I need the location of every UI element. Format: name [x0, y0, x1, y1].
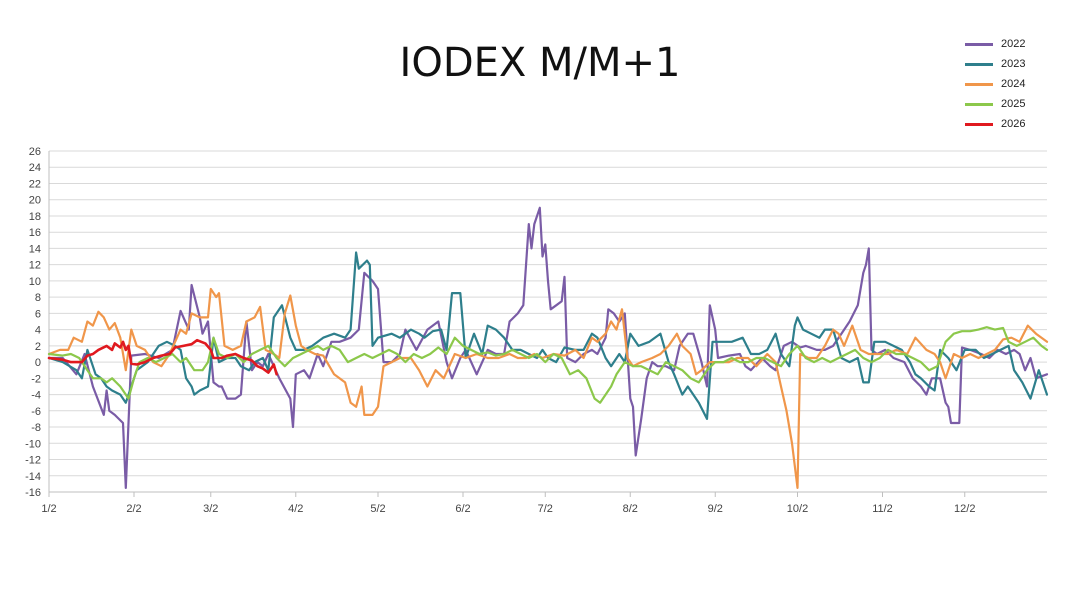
legend-swatch [965, 122, 993, 126]
x-tick-label: 12/2 [954, 503, 975, 515]
y-tick-label: 16 [29, 227, 41, 239]
gridlines [49, 150, 1047, 493]
legend-item-2026: 2026 [965, 114, 1025, 134]
legend: 2022 2023 2024 2025 2026 [965, 34, 1025, 134]
legend-label: 2025 [1001, 98, 1026, 110]
x-tick-label: 11/2 [872, 503, 893, 515]
y-tick-label: -14 [25, 471, 41, 483]
y-tick-label: 2 [35, 341, 41, 353]
legend-item-2025: 2025 [965, 94, 1025, 114]
x-tick-label: 2/2 [126, 503, 141, 515]
y-tick-label: -16 [25, 487, 41, 499]
x-axis: 1/2 2/2 3/2 4/2 5/2 6/2 7/2 8/2 9/2 10/2 11/2 12/2 [41, 491, 1047, 515]
x-tick-label: 3/2 [203, 503, 218, 515]
y-tick-label: -10 [25, 438, 41, 450]
y-tick-label: 22 [29, 178, 41, 190]
legend-item-2023: 2023 [965, 54, 1025, 74]
y-tick-label: 26 [29, 146, 41, 158]
x-tick-label: 5/2 [370, 503, 385, 515]
legend-label: 2022 [1001, 38, 1026, 50]
x-tick-label: 1/2 [41, 503, 56, 515]
y-tick-label: -6 [31, 406, 41, 418]
y-tick-label: 0 [35, 357, 41, 369]
y-tick-label: 14 [29, 243, 41, 255]
y-tick-label: 4 [35, 325, 41, 337]
y-axis: 26242220181614121086420-2-4-6-8-10-12-14… [25, 146, 50, 499]
legend-swatch [965, 42, 993, 46]
series-line-2024 [47, 287, 1049, 489]
y-tick-label: 18 [29, 211, 41, 223]
x-tick-label: 10/2 [787, 503, 808, 515]
y-tick-label: 24 [29, 162, 41, 174]
x-tick-label: 4/2 [288, 503, 303, 515]
legend-swatch [965, 62, 993, 66]
legend-swatch [965, 102, 993, 106]
series-line-2025 [47, 326, 1049, 404]
y-tick-label: -12 [25, 455, 41, 467]
series-lines [47, 206, 1049, 489]
legend-label: 2026 [1001, 118, 1026, 130]
y-tick-label: -4 [31, 390, 41, 402]
y-tick-label: 20 [29, 195, 41, 207]
y-tick-label: 12 [29, 260, 41, 272]
x-tick-label: 9/2 [708, 503, 723, 515]
y-tick-label: 8 [35, 292, 41, 304]
series-line-2026 [47, 338, 278, 376]
legend-label: 2024 [1001, 78, 1026, 90]
chart-title: IODEX M/M+1 [399, 40, 681, 86]
legend-item-2022: 2022 [965, 34, 1025, 54]
legend-label: 2023 [1001, 58, 1026, 70]
y-tick-label: 6 [35, 308, 41, 320]
legend-swatch [965, 82, 993, 86]
x-tick-label: 7/2 [538, 503, 553, 515]
x-tick-label: 6/2 [455, 503, 470, 515]
y-tick-label: -8 [31, 422, 41, 434]
y-tick-label: 10 [29, 276, 41, 288]
x-tick-label: 8/2 [623, 503, 638, 515]
y-tick-label: -2 [31, 373, 41, 385]
legend-item-2024: 2024 [965, 74, 1025, 94]
